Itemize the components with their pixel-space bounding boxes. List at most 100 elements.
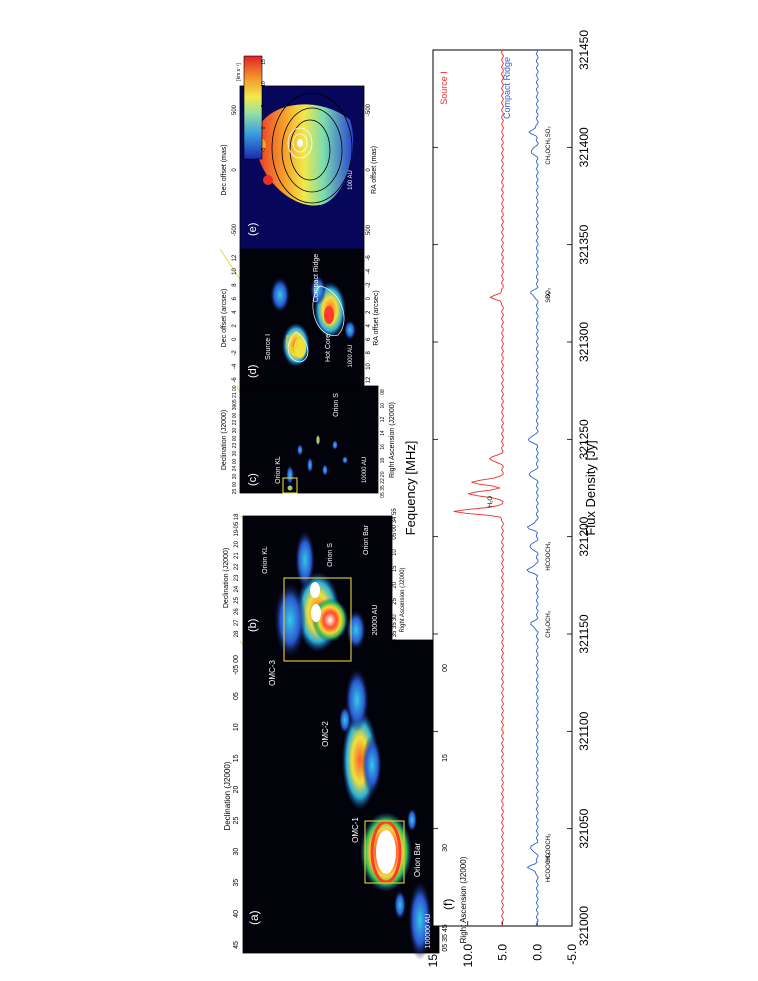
x-tick-label: 321350 [577, 224, 591, 264]
panel-b-dec-tick: 27 [234, 619, 240, 626]
panel-d-x-tick: -4 [366, 268, 372, 274]
panel-d-x-tick: 4 [366, 323, 372, 327]
panel-c-dec-tick: 30 [232, 451, 238, 457]
panel-e-scale: 100 AU [348, 170, 354, 190]
panel-d-y-tick: -4 [232, 363, 238, 369]
panel-c-ra-tick: 10 [380, 403, 386, 409]
panel-a-zoom-box [364, 820, 405, 884]
panel-d-x-tick: -6 [366, 255, 372, 261]
panel-d-zoom-box [286, 335, 298, 349]
x-tick-label: 321300 [577, 322, 591, 362]
panel-b-dec-tick: 23 [234, 574, 240, 581]
panel-d-x-tick: 2 [366, 310, 372, 314]
label-compact-ridge-d: Compact Ridge [313, 254, 320, 302]
label-omc1: OMC-1 [351, 817, 360, 843]
panel-b-dec-tick: 24 [234, 585, 240, 592]
x-tick-label: 321100 [577, 711, 591, 750]
panel-a-dec-tick: 45 [233, 941, 240, 949]
y-tick-label: 5.0 [496, 944, 510, 961]
spectrum-lines [453, 49, 539, 927]
label-hot-core: Hot Core [325, 334, 332, 362]
panel-f-letter: (f) [441, 899, 455, 910]
panel-e-colorbar [243, 55, 263, 160]
panel-b-zoom-box [283, 577, 352, 662]
panel-d-xlabel: RA offset (arcsec) [373, 290, 380, 346]
panel-c [239, 385, 379, 494]
x-tick-label: 321150 [577, 614, 591, 653]
label-orion-kl-b: Orion KL [262, 546, 269, 574]
panel-d-x-tick: 8 [366, 351, 372, 355]
panel-d-x-tick: 12 [366, 376, 372, 383]
line-annotation: HCOOCH₃ [546, 541, 552, 571]
panel-a-dec-tick: 35 [233, 879, 240, 887]
panel-c-letter: (c) [247, 473, 259, 486]
spectrum-ylabel: Flux Density [Jy] [583, 440, 598, 535]
line-annotation: SO₂ [546, 291, 552, 303]
panel-c-scale: 10000 AU [362, 457, 368, 483]
panel-c-dec-tick: -05 21 00 [232, 385, 238, 406]
panel-d [239, 248, 365, 387]
panel-d-y-tick: 12 [232, 254, 238, 261]
colorbar-tick: -5 [261, 148, 267, 153]
spectrum-xlabel: Fequency [MHz] [403, 441, 418, 536]
panel-d-y-tick: 0 [232, 337, 238, 341]
panel-e-letter: (e) [247, 223, 259, 236]
panel-e-x-tick: 0 [366, 168, 372, 172]
panel-b-dec-tick: -05 18 [234, 513, 240, 531]
panel-b-ra-tick: 00 34 55 [392, 508, 398, 532]
panel-b-ra-tick: 30 [392, 614, 398, 621]
panel-a-ylabel: Declination (J2000) [223, 761, 232, 830]
x-tick-label: 321450 [577, 30, 591, 70]
x-tick-label: 321050 [577, 808, 591, 848]
panel-e-xlabel: RA offset (mas) [371, 146, 378, 194]
label-orion-s-c: Orion S [333, 393, 340, 417]
panel-e-y-tick: 0 [232, 168, 238, 172]
panel-a-dec-tick: 05 [233, 692, 240, 700]
panel-d-emission [270, 275, 356, 367]
line-annotation: HCOOCH₃ [546, 833, 552, 863]
colorbar-unit: [km s⁻¹] [236, 63, 242, 81]
line-annotation: H₂O [488, 496, 494, 508]
panel-c-ra-tick: 20 [380, 471, 386, 477]
panel-a-dec-tick: 10 [233, 723, 240, 731]
series-line-0 [453, 49, 505, 927]
panel-c-dec-tick: 24 00 [232, 459, 238, 472]
panel-b-dec-tick: 25 [234, 596, 240, 603]
panel-f: 321000 321050 321100 321150 321200 321250 3213… [426, 30, 591, 968]
panel-a-dec-tick: 20 [233, 785, 240, 793]
panel-c-dec-tick: 30 [232, 428, 238, 434]
x-tick-label: 321000 [577, 906, 591, 946]
label-omc3: OMC-3 [268, 660, 277, 686]
panel-c-ra-tick: 05 35 22 [380, 478, 386, 498]
panel-d-y-tick: -2 [232, 350, 238, 356]
y-tick-label: 10.0 [461, 944, 475, 968]
panel-b-dec-tick: 21 [234, 552, 240, 559]
panel-b-dec-tick: 20 [234, 540, 240, 547]
panel-c-zoom-box [282, 477, 298, 494]
panel-d-y-tick: -6 [232, 377, 238, 383]
panel-e-velocity-map [255, 92, 354, 206]
panel-c-xlabel: Right Ascension (J2000) [389, 402, 396, 478]
panel-c-dec-tick: 30 [232, 474, 238, 480]
panel-d-scale: 1000 AU [348, 344, 354, 367]
colorbar-tick: 5 [261, 104, 267, 107]
panel-c-ra-tick: 12 [380, 416, 386, 422]
panel-d-letter: (d) [247, 365, 259, 378]
panel-a-scale: 100000 AU [425, 914, 432, 949]
x-tick-label: 321200 [577, 516, 591, 556]
series-line-1 [526, 49, 539, 927]
panel-c-dec-tick: 30 [232, 405, 238, 411]
label-omc2: OMC-2 [321, 721, 330, 747]
panel-a-emission [339, 668, 432, 960]
panel-e-ylabel: Dec offset (mas) [221, 144, 228, 195]
panel-d-y-tick: 4 [232, 310, 238, 314]
panel-a-letter: (a) [247, 910, 261, 925]
panel-a-ra-tick: 15 [442, 754, 449, 762]
panel-b-dec-tick: 19 [234, 529, 240, 536]
line-annotation: HCOOCH₃ [546, 852, 552, 882]
panel-a-xlabel: Right Ascension (J2000) [459, 856, 468, 943]
panel-d-y-tick: 8 [232, 283, 238, 287]
panel-d-x-tick: 0 [366, 296, 372, 300]
